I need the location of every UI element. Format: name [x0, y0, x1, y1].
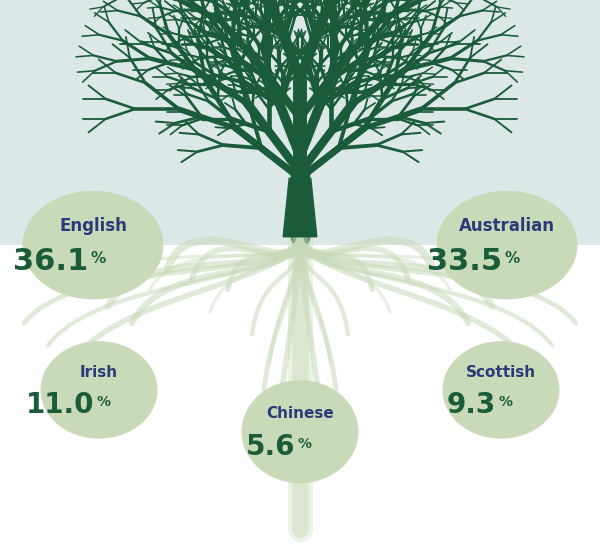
- Text: %: %: [499, 394, 512, 409]
- Polygon shape: [283, 178, 317, 237]
- Ellipse shape: [23, 190, 163, 300]
- Text: Chinese: Chinese: [266, 405, 334, 421]
- Text: %: %: [298, 437, 311, 451]
- Text: 11.0: 11.0: [26, 390, 94, 418]
- Text: 9.3: 9.3: [447, 390, 496, 418]
- Ellipse shape: [443, 341, 560, 439]
- Text: 5.6: 5.6: [246, 433, 295, 461]
- Text: 33.5: 33.5: [427, 247, 502, 276]
- Ellipse shape: [437, 190, 577, 300]
- FancyBboxPatch shape: [0, 0, 600, 245]
- Ellipse shape: [241, 380, 359, 483]
- Text: 36.1: 36.1: [13, 247, 88, 276]
- Ellipse shape: [41, 341, 157, 439]
- Text: English: English: [59, 217, 127, 234]
- Text: %: %: [97, 394, 110, 409]
- Text: Irish: Irish: [80, 365, 118, 380]
- Text: Scottish: Scottish: [466, 365, 536, 380]
- Text: %: %: [91, 251, 106, 266]
- Text: Australian: Australian: [459, 217, 555, 234]
- Text: %: %: [505, 251, 520, 266]
